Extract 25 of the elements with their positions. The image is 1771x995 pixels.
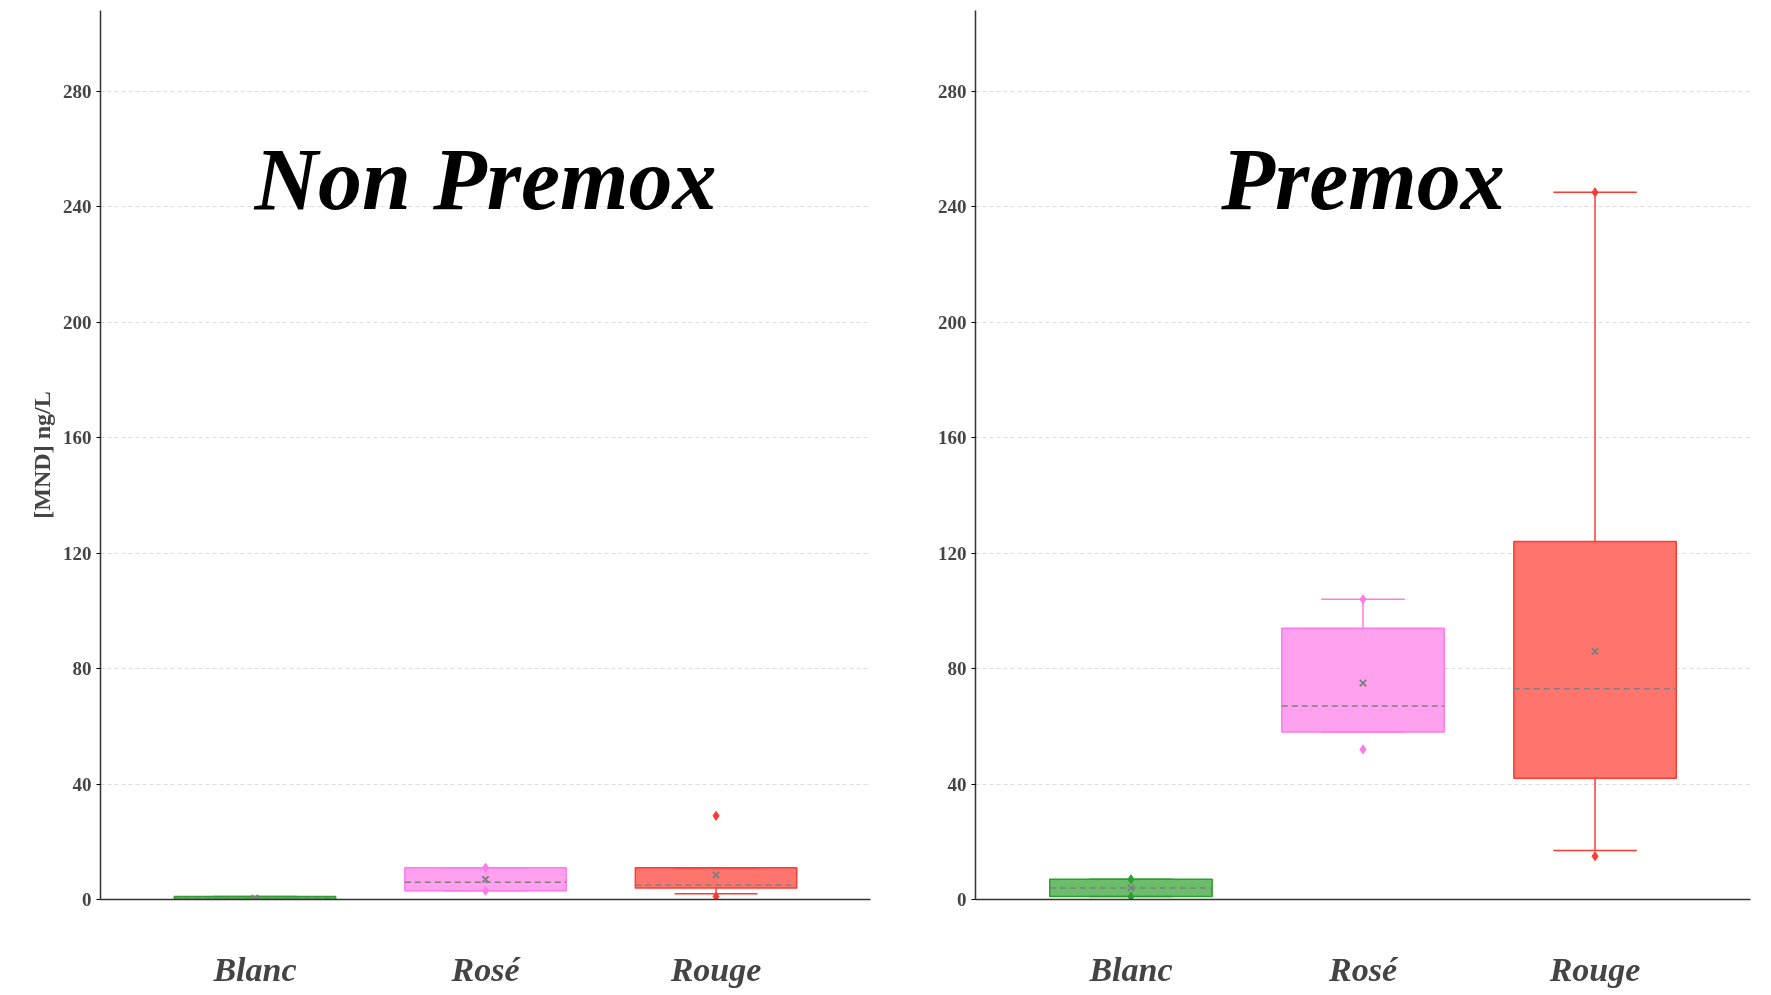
text: Premox xyxy=(1220,130,1505,228)
y-tick-label: 40 xyxy=(72,773,92,795)
x-tick-label: Rosé xyxy=(1328,950,1399,988)
x-tick-label: Rouge xyxy=(669,950,762,988)
x-tick-label: Blanc xyxy=(212,950,297,988)
x-tick-label: Blanc xyxy=(1088,950,1173,988)
y-tick-label: 120 xyxy=(938,542,967,564)
y-tick-label: 0 xyxy=(82,889,92,910)
x-tick-label: Rosé xyxy=(450,950,522,988)
y-tick-label: 120 xyxy=(63,542,92,564)
y-tick-label: 160 xyxy=(63,427,92,449)
text: Non Premox xyxy=(253,130,717,228)
y-tick-label: 240 xyxy=(63,196,92,218)
y-tick-label: 0 xyxy=(957,889,967,910)
y-tick-label: 80 xyxy=(72,658,92,680)
y-axis-title: [MND] ng/L xyxy=(29,391,55,519)
y-tick-label: 200 xyxy=(63,311,92,333)
y-tick-label: 280 xyxy=(63,80,92,102)
y-tick-label: 240 xyxy=(938,196,967,218)
y-tick-label: 160 xyxy=(938,427,967,449)
y-tick-label: 200 xyxy=(938,311,967,333)
y-tick-label: 80 xyxy=(947,658,967,680)
y-tick-label: 280 xyxy=(938,80,967,102)
x-tick-label: Rouge xyxy=(1548,950,1641,988)
y-tick-label: 40 xyxy=(947,773,967,795)
